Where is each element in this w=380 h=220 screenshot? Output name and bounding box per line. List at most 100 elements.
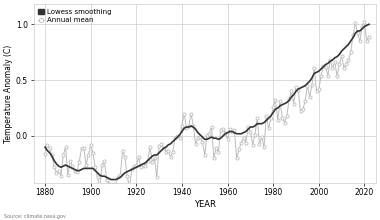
Point [325,74,331,77]
Point [204,133,210,137]
Point [129,168,135,171]
Point [318,74,324,77]
Point [202,153,208,157]
Point [140,163,146,167]
Point [127,186,133,189]
Point [190,124,196,128]
Point [104,178,110,181]
Point [179,124,185,128]
Point [58,174,64,178]
Point [145,159,151,162]
X-axis label: YEAR: YEAR [194,200,216,209]
Point [181,112,187,116]
Point [334,74,340,77]
Point [47,147,53,150]
Point [320,64,326,67]
Point [366,35,372,38]
Point [293,85,299,89]
Point [56,169,62,172]
Point [361,20,367,24]
Point [42,152,48,156]
Point [90,151,96,154]
Point [270,105,276,109]
Point [79,147,85,150]
Point [238,141,244,145]
Point [343,63,349,66]
Point [70,164,76,168]
Point [193,142,199,146]
Point [124,174,130,178]
Point [170,150,176,153]
Point [136,156,142,159]
Point [350,34,356,37]
Point [275,119,281,122]
Point [222,131,228,134]
Point [268,116,274,120]
Point [161,147,167,150]
Point [339,54,345,57]
Point [117,173,124,177]
Point [309,83,315,86]
Point [54,171,60,175]
Point [288,90,294,93]
Point [272,99,279,102]
Point [186,124,192,128]
Text: Source: climate.nasa.gov: Source: climate.nasa.gov [4,214,66,219]
Point [60,153,66,157]
Point [165,149,171,152]
Point [279,116,285,120]
Point [163,150,169,153]
Point [122,156,128,159]
Point [241,136,247,140]
Point [291,102,297,105]
Point [286,97,292,101]
Point [106,182,112,186]
Point [138,165,144,169]
Point [174,134,180,138]
Point [252,133,258,137]
Point [227,128,233,131]
Point [49,153,55,157]
Point [295,88,301,92]
Point [231,129,238,132]
Point [83,163,89,167]
Point [206,132,212,136]
Point [76,160,82,163]
Point [88,143,94,147]
Point [236,148,242,151]
Point [211,157,217,160]
Point [86,153,92,157]
Point [302,100,308,103]
Point [298,110,304,113]
Point [355,31,361,35]
Point [323,65,329,68]
Point [282,121,288,124]
Point [359,25,365,28]
Point [63,145,69,149]
Point [256,142,263,146]
Point [348,50,354,54]
Point [266,126,272,130]
Point [316,87,322,91]
Point [261,145,267,149]
Point [215,150,222,153]
Point [131,164,137,168]
Point [188,112,194,116]
Point [133,164,139,168]
Point [304,84,310,88]
Point [51,165,57,169]
Point [311,66,317,70]
Point [336,63,342,66]
Legend: Lowess smoothing, Annual mean: Lowess smoothing, Annual mean [37,8,113,24]
Point [341,66,347,70]
Point [168,156,174,159]
Point [113,183,119,187]
Point [142,164,149,168]
Point [307,95,313,99]
Point [92,165,98,169]
Point [154,176,160,179]
Point [263,114,269,118]
Point [95,176,101,179]
Point [99,163,105,167]
Point [329,66,336,70]
